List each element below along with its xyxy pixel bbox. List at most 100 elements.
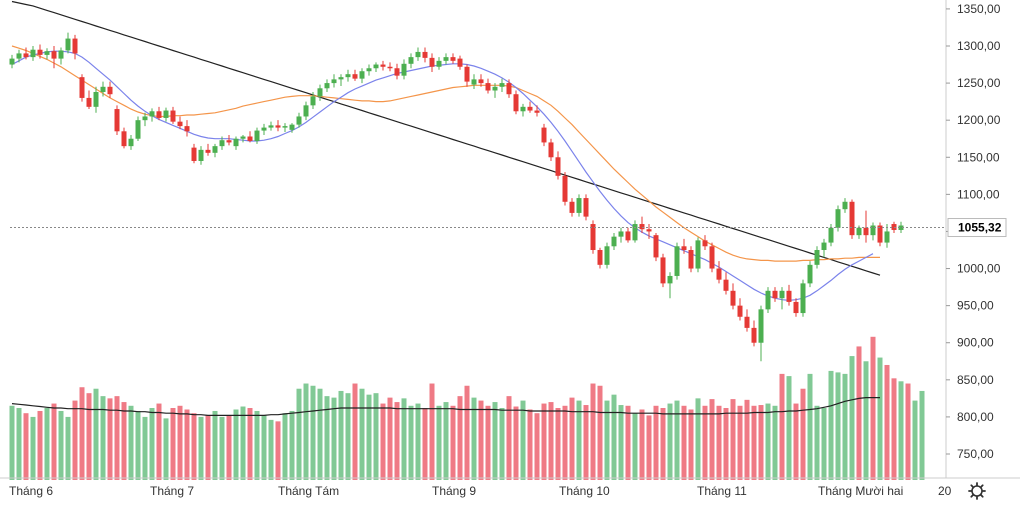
volume-bar (79, 387, 85, 480)
candle (618, 227, 624, 243)
candle-body (618, 231, 624, 237)
volume-bar (422, 408, 428, 480)
volume-bar (44, 408, 50, 480)
candle (870, 222, 876, 241)
candle (709, 242, 715, 273)
volume-bar (51, 403, 57, 480)
candle-body (86, 97, 92, 107)
volume-bar (184, 409, 190, 480)
volume-bar (632, 413, 638, 480)
volume-bar (499, 408, 505, 480)
candle (653, 232, 659, 262)
volume-bar (842, 373, 848, 480)
candle (429, 53, 435, 72)
candle-body (667, 275, 673, 284)
candle (793, 298, 799, 317)
candle (191, 143, 197, 164)
volume-bar (758, 405, 764, 480)
candle (65, 32, 71, 54)
candle (898, 221, 904, 233)
candle-body (422, 51, 428, 58)
volume-bar (317, 388, 323, 480)
candle (268, 121, 274, 131)
candle-body (814, 250, 820, 265)
volume-bar (618, 405, 624, 480)
candle-body (121, 131, 127, 147)
candle-body (324, 83, 330, 89)
volume-bar (723, 408, 729, 480)
candle-body (744, 316, 750, 328)
candle (352, 69, 358, 81)
volume-bar (408, 405, 414, 480)
volume-bar (394, 402, 400, 480)
candle-body (513, 94, 519, 112)
candle-body (282, 126, 288, 128)
volume-bar (128, 405, 134, 480)
candle (821, 238, 827, 258)
volume-bar (450, 405, 456, 480)
candle (625, 227, 631, 243)
candle-body (597, 250, 603, 265)
candle-body (373, 64, 379, 69)
volume-bar (786, 376, 792, 480)
volume-bar (366, 394, 372, 480)
candle (758, 305, 764, 362)
volume-bar (58, 410, 64, 480)
volume-bar (275, 421, 281, 480)
candle (135, 116, 141, 141)
volume-bar (912, 400, 918, 480)
candle (324, 79, 330, 92)
candle-body (681, 246, 687, 250)
y-tick-label: 1150,00 (957, 150, 1000, 164)
candle-body (772, 290, 778, 299)
candle (688, 246, 694, 273)
volume-bar (240, 406, 246, 480)
candle (506, 79, 512, 98)
volume-bar (702, 405, 708, 480)
volume-bar (541, 403, 547, 480)
candle (359, 68, 365, 84)
x-tick-label: 20 (938, 484, 952, 498)
volume-bar (212, 410, 218, 480)
candle-body (863, 227, 869, 236)
candle (303, 101, 309, 121)
candle-body (107, 86, 113, 95)
candle (772, 287, 778, 302)
candle-body (457, 58, 463, 67)
candle-body (331, 79, 337, 84)
candle-body (359, 71, 365, 79)
candle-body (51, 51, 57, 59)
volume-bar (296, 388, 302, 480)
candle (548, 138, 554, 161)
candle (534, 105, 540, 117)
volume-bar (674, 400, 680, 480)
candle-body (135, 120, 141, 139)
candle-body (702, 240, 708, 247)
candle-body (800, 283, 806, 314)
candle-body (709, 246, 715, 269)
candle (681, 238, 687, 254)
candle-body (898, 225, 904, 230)
candle-body (37, 49, 43, 55)
volume-bars (9, 336, 925, 480)
volume-bar (814, 405, 820, 480)
volume-bar (464, 385, 470, 480)
volume-bar (737, 405, 743, 480)
settings-gear-icon[interactable] (968, 482, 986, 500)
volume-bar (506, 396, 512, 480)
volume-bar (261, 415, 267, 480)
candle-body (779, 290, 785, 299)
y-tick-label: 750,00 (957, 447, 994, 461)
candle (380, 60, 386, 71)
candle-body (366, 68, 372, 72)
volume-bar (268, 419, 274, 480)
y-tick-label: 800,00 (957, 410, 994, 424)
candle (436, 57, 442, 70)
candle (660, 253, 666, 288)
volume-bar (478, 400, 484, 480)
candle (702, 235, 708, 250)
volume-bar (744, 399, 750, 480)
candle-body (16, 53, 22, 59)
candle-body (730, 290, 736, 306)
volume-bar (576, 400, 582, 480)
